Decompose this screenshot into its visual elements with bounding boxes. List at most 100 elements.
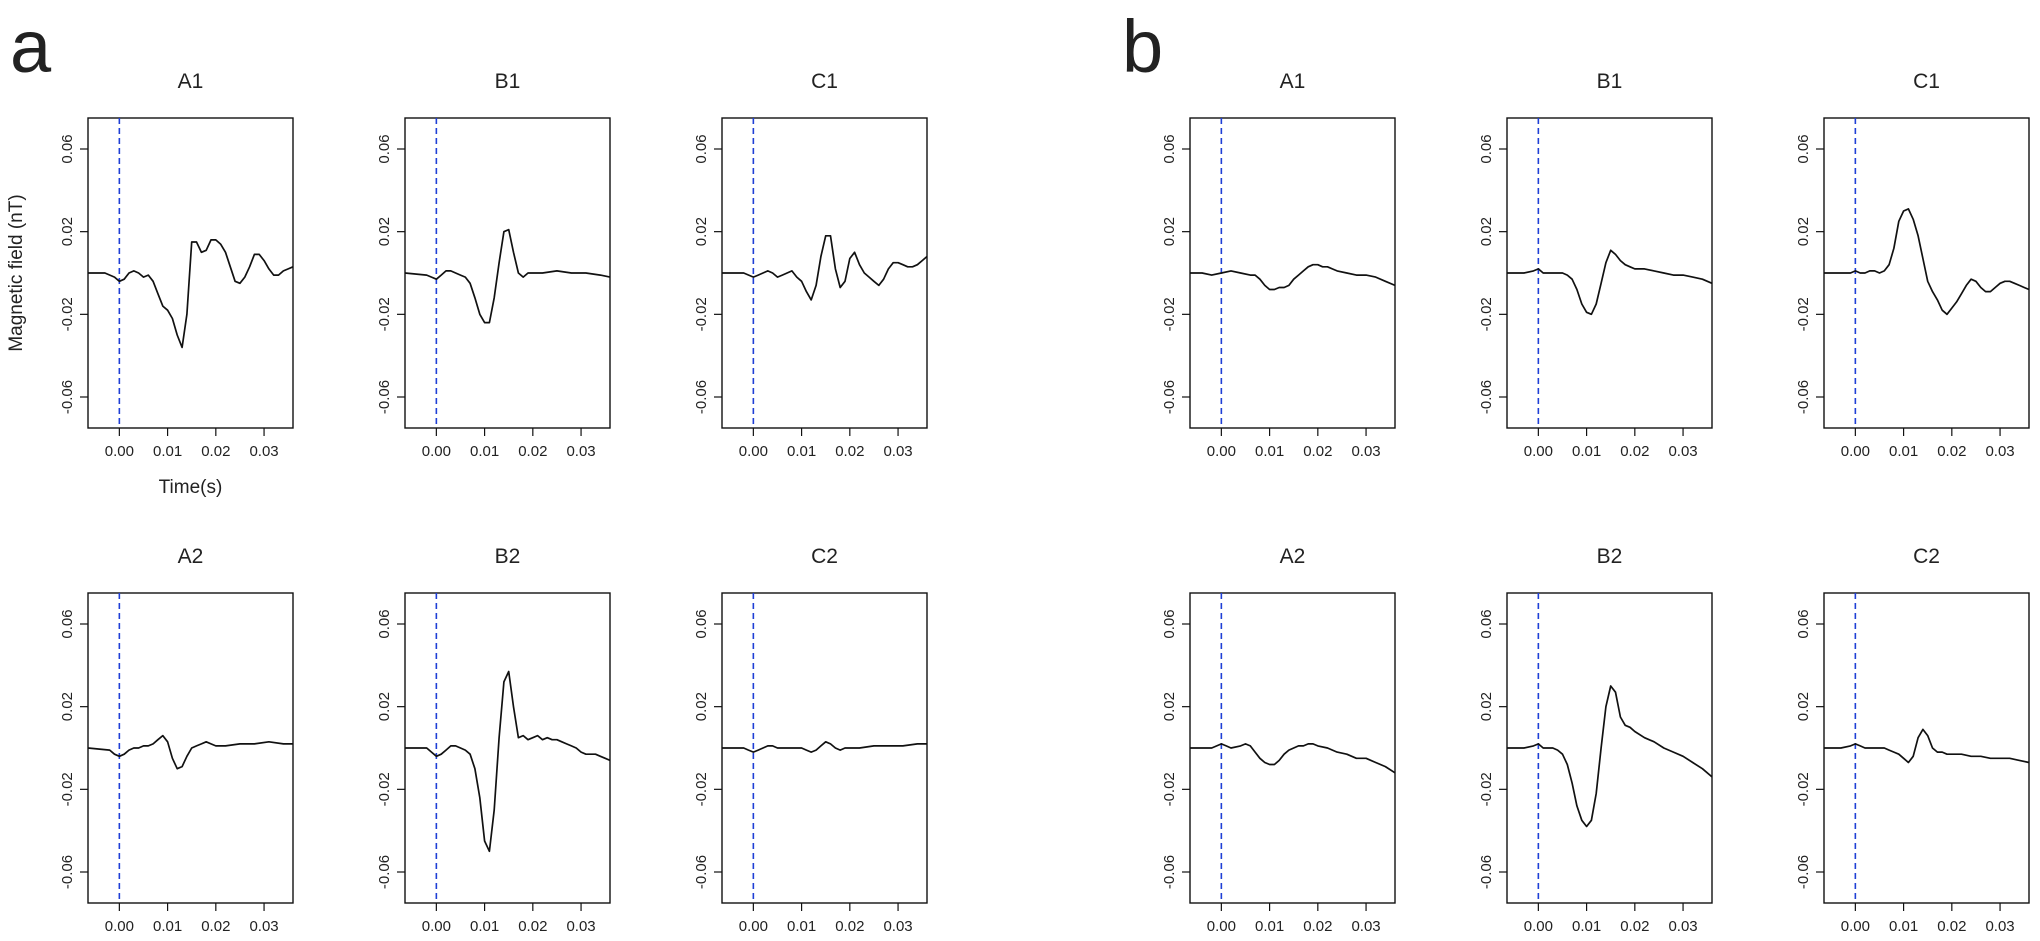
series-line-a-b2 [405,670,611,853]
x-tick-label: 0.01 [153,443,182,460]
y-tick-label: 0.06 [376,134,393,163]
x-tick-label: 0.02 [201,443,230,460]
x-tick-label: 0.03 [883,443,912,460]
x-tick-label: 0.00 [1524,918,1553,935]
series-line-a-a1 [88,239,294,349]
y-tick-label: 0.02 [1161,692,1178,721]
panel-b-label: b [1122,5,1163,88]
x-tick-label: 0.00 [1207,918,1236,935]
y-tick-label: -0.06 [376,855,393,889]
y-tick-label: 0.06 [1795,134,1812,163]
y-axis-label: Magnetic field (nT) [6,194,27,351]
y-tick-label: -0.06 [59,855,76,889]
y-tick-label: -0.06 [1161,380,1178,414]
plot-a-a1: A1 0.00 0.01 0.02 0.03 -0.06 -0.02 0.02 0.06 Magn… [6,70,294,498]
series-line-b-a1 [1190,263,1396,291]
plot-title-b-b2: B2 [1597,545,1623,568]
y-tick-label: 0.02 [1161,217,1178,246]
y-tick-label: -0.02 [693,772,710,806]
x-tick-label: 0.02 [835,918,864,935]
x-tick-label: 0.03 [249,918,278,935]
x-tick-label: 0.00 [105,918,134,935]
x-tick-label: 0.00 [1841,443,1870,460]
x-tick-label: 0.00 [739,918,768,935]
x-axis-label: Time(s) [159,477,223,498]
x-tick-label: 0.02 [1620,443,1649,460]
plot-a-c2: C2 0.00 0.01 0.02 0.03 -0.06 -0.02 0.02 0.06 [693,545,928,935]
x-tick-label: 0.01 [153,918,182,935]
y-tick-label: 0.02 [1478,692,1495,721]
x-tick-label: 0.02 [518,918,547,935]
y-tick-label: 0.02 [1478,217,1495,246]
panel-a-label: a [10,5,52,88]
x-tick-label: 0.03 [249,443,278,460]
y-tick-label: -0.06 [59,380,76,414]
plot-a-b1: B1 0.00 0.01 0.02 0.03 -0.06 -0.02 0.02 0.06 [376,70,611,460]
y-tick-label: 0.02 [59,217,76,246]
y-tick-label: 0.06 [1161,134,1178,163]
x-tick-label: 0.00 [1841,918,1870,935]
x-tick-label: 0.01 [1572,918,1601,935]
series-line-a-b1 [404,228,611,324]
y-tick-label: -0.02 [693,297,710,331]
series-line-b-b1 [1507,249,1713,316]
y-tick-label: -0.02 [1478,772,1495,806]
x-tick-label: 0.02 [1303,918,1332,935]
plot-b-c1: C1 0.00 0.01 0.02 0.03 -0.06 -0.02 0.02 0.06 [1795,70,2030,460]
series-line-b-c1 [1824,208,2030,316]
plot-title-a-c1: C1 [811,70,838,93]
x-tick-label: 0.03 [1985,918,2014,935]
x-tick-label: 0.03 [1351,918,1380,935]
series-line-b-a2 [1190,743,1396,774]
y-tick-label: 0.06 [1795,609,1812,638]
y-tick-label: -0.02 [1795,772,1812,806]
x-tick-label: 0.03 [1668,443,1697,460]
y-tick-label: -0.06 [1795,380,1812,414]
plot-b-a1: A1 0.00 0.01 0.02 0.03 -0.06 -0.02 0.02 0.06 [1161,70,1396,460]
y-tick-label: 0.02 [1795,217,1812,246]
x-tick-label: 0.01 [1255,918,1284,935]
x-tick-label: 0.02 [201,918,230,935]
x-tick-label: 0.01 [1889,918,1918,935]
y-tick-label: 0.02 [1795,692,1812,721]
plot-a-a2: A2 0.00 0.01 0.02 0.03 -0.06 -0.02 0.02 0.06 [59,545,294,935]
plot-b-a2: A2 0.00 0.01 0.02 0.03 -0.06 -0.02 0.02 0.06 [1161,545,1396,935]
plot-b-c2: C2 0.00 0.01 0.02 0.03 -0.06 -0.02 0.02 0.06 [1795,545,2030,935]
x-tick-label: 0.01 [787,918,816,935]
y-tick-label: -0.02 [1161,772,1178,806]
plot-title-b-a1: A1 [1280,70,1306,93]
series-line-a-c1 [722,234,928,301]
y-tick-label: 0.06 [59,134,76,163]
x-tick-label: 0.00 [422,918,451,935]
x-tick-label: 0.03 [566,918,595,935]
y-tick-label: -0.02 [1795,297,1812,331]
plot-title-b-c1: C1 [1913,70,1940,93]
x-tick-label: 0.03 [1668,918,1697,935]
y-tick-label: -0.06 [693,855,710,889]
plot-title-a-a2: A2 [178,545,204,568]
plot-title-b-b1: B1 [1597,70,1623,93]
y-tick-label: 0.02 [693,692,710,721]
series-line-b-b2 [1507,685,1713,828]
y-tick-label: -0.02 [59,297,76,331]
plot-title-a-a1: A1 [178,70,204,93]
x-tick-label: 0.02 [1303,443,1332,460]
y-tick-label: 0.02 [693,217,710,246]
x-tick-label: 0.02 [518,443,547,460]
plot-title-a-b1: B1 [495,70,521,93]
x-tick-label: 0.02 [1620,918,1649,935]
y-tick-label: 0.02 [376,217,393,246]
plot-title-b-a2: A2 [1280,545,1306,568]
x-tick-label: 0.03 [1351,443,1380,460]
x-tick-label: 0.02 [835,443,864,460]
x-tick-label: 0.03 [1985,443,2014,460]
series-line-a-a2 [87,734,293,770]
y-tick-label: 0.06 [693,609,710,638]
y-tick-label: 0.06 [59,609,76,638]
y-tick-label: -0.06 [1795,855,1812,889]
x-tick-label: 0.02 [1937,918,1966,935]
y-tick-label: 0.06 [1478,134,1495,163]
y-tick-label: 0.02 [376,692,393,721]
x-tick-label: 0.03 [566,443,595,460]
